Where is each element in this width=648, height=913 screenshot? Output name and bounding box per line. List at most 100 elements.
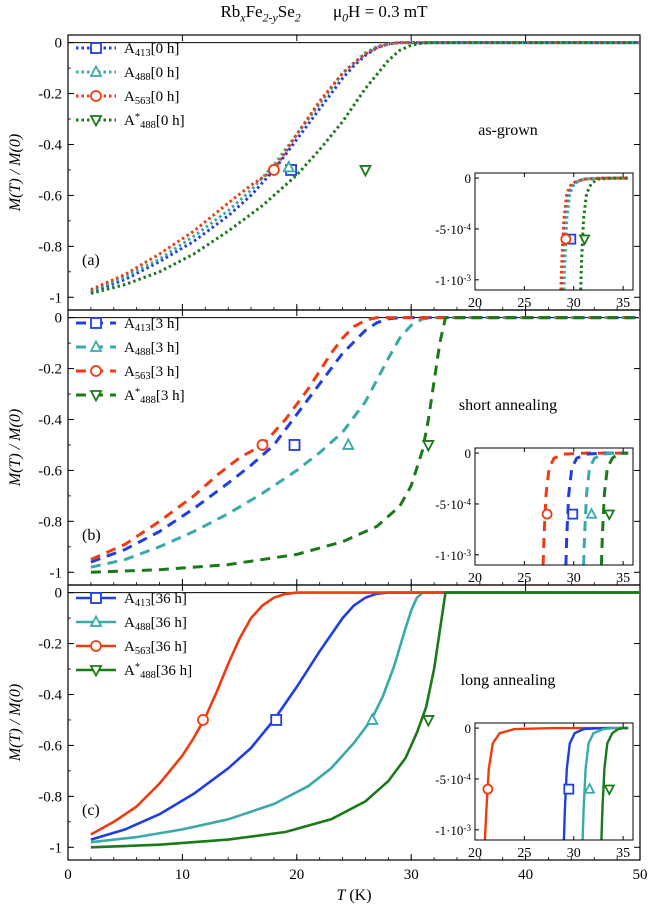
legend-label-3: A*488[3 h] xyxy=(124,387,185,406)
series-line-3 xyxy=(90,591,640,849)
legend-marker-0 xyxy=(90,592,102,604)
inset-y-tick-label: -1·10-3 xyxy=(435,273,471,288)
inset-curve-1 xyxy=(582,451,629,565)
y-tick-label: -0.2 xyxy=(38,87,62,103)
y-tick-label: -0.2 xyxy=(38,362,62,378)
y-tick-label: -1 xyxy=(50,565,63,581)
y-tick-label: -0.2 xyxy=(38,637,62,653)
legend-marker-1 xyxy=(89,64,103,77)
legend-label-0: A413[0 h] xyxy=(124,41,179,59)
series-line-1 xyxy=(90,316,640,569)
legend-label-1: A488[36 h] xyxy=(124,615,187,633)
series-line-2 xyxy=(90,316,640,561)
inset-marker-3 xyxy=(578,234,591,247)
y-tick-label: -0.4 xyxy=(38,687,62,703)
inset-x-tick-label: 35 xyxy=(616,296,630,311)
plot-frame xyxy=(67,584,641,861)
inset-x-tick-label: 30 xyxy=(567,571,581,586)
y-tick-label: -0.4 xyxy=(38,412,62,428)
y-axis-label: M(T) / M(0) xyxy=(7,409,24,487)
series-marker-2 xyxy=(197,714,209,726)
inset-curve-3 xyxy=(599,451,629,565)
series-marker-3 xyxy=(358,165,372,178)
inset-x-tick-label: 25 xyxy=(517,846,531,861)
inset-x-tick-label: 35 xyxy=(616,846,630,861)
legend-label-2: A563[3 h] xyxy=(124,364,179,382)
legend-label-3: A*488[0 h] xyxy=(124,112,185,131)
y-tick-label: -1 xyxy=(50,290,63,306)
legend-marker-3 xyxy=(89,390,103,403)
inset-frame xyxy=(474,172,634,291)
y-tick-label: -0.6 xyxy=(38,463,62,479)
series-line-1 xyxy=(90,591,640,844)
series-marker-1 xyxy=(341,437,355,450)
inset-marker-3 xyxy=(603,509,616,522)
inset-curve-2 xyxy=(483,726,629,840)
legend-label-0: A413[3 h] xyxy=(124,316,179,334)
legend-marker-0 xyxy=(90,317,102,329)
series-line-0 xyxy=(90,41,640,294)
y-tick-label: 0 xyxy=(55,311,63,327)
panel-label: (b) xyxy=(82,527,101,544)
y-tick-label: -0.8 xyxy=(38,239,62,255)
panel-label: (c) xyxy=(82,802,100,819)
series-marker-0 xyxy=(270,714,283,726)
inset-y-tick-label: -1·10-3 xyxy=(435,823,471,838)
inset-marker-1 xyxy=(585,507,598,519)
panel-annotation: long annealing xyxy=(461,672,556,689)
legend-label-3: A*488[36 h] xyxy=(124,662,192,681)
legend-label-1: A488[0 h] xyxy=(124,65,179,83)
y-tick-label: -0.8 xyxy=(38,514,62,530)
figure-title: RbxFe2-ySe2 μ0H = 0.3 mT xyxy=(0,2,648,25)
panel-annotation: short annealing xyxy=(459,397,557,414)
inset-x-tick-label: 20 xyxy=(468,571,482,586)
y-tick-label: -0.6 xyxy=(38,738,62,754)
x-tick-label: 50 xyxy=(633,867,648,883)
inset-frame xyxy=(474,722,634,841)
series-line-3 xyxy=(90,41,640,295)
series-marker-0 xyxy=(288,439,301,451)
inset-curves xyxy=(541,451,629,565)
inset-marker-1 xyxy=(583,782,596,794)
inset-y-tick-label: 0 xyxy=(465,171,472,186)
panel-b: 0 -0.2 -0.4 -0.6 -0.8 -1 M(T) / M(0) A413[3 h] A… xyxy=(7,309,641,586)
inset-curve-3 xyxy=(579,176,629,290)
inset-x-tick-label: 30 xyxy=(567,296,581,311)
inset-x-tick-label: 35 xyxy=(616,571,630,586)
inset-marker-3 xyxy=(603,784,616,797)
y-axis-label: M(T) / M(0) xyxy=(7,684,24,762)
y-tick-label: 0 xyxy=(55,586,63,602)
inset-curve-2 xyxy=(541,451,629,565)
inset-curve-0 xyxy=(562,726,629,840)
inset-x-tick-label: 30 xyxy=(567,846,581,861)
y-tick-label: -0.6 xyxy=(38,188,62,204)
inset-x-tick-label: 25 xyxy=(517,296,531,311)
legend-label-0: A413[36 h] xyxy=(124,591,187,609)
series-marker-1 xyxy=(365,712,379,725)
legend-marker-3 xyxy=(89,115,103,128)
inset-marker-2 xyxy=(541,508,553,520)
legend-label-2: A563[0 h] xyxy=(124,89,179,107)
x-tick-label: 20 xyxy=(289,867,304,883)
series-marker-1 xyxy=(282,159,296,173)
panel-c: 0-0.2-0.4-0.6-0.8-10 10 20 30 40 50T (K)M(T) … xyxy=(7,584,648,904)
y-tick-label: -1 xyxy=(50,840,63,856)
series-marker-3 xyxy=(421,715,435,728)
inset-curves xyxy=(483,726,629,840)
inset-y-tick-label: 0 xyxy=(465,446,472,461)
x-tick-label: 30 xyxy=(404,867,419,883)
inset: 20 25 30 35 0 -5·10-4 -1·10-3 xyxy=(435,721,634,861)
legend-marker-3 xyxy=(89,665,103,678)
legend-marker-2 xyxy=(90,640,102,652)
legend-label-2: A563[36 h] xyxy=(124,639,187,657)
series-line-3 xyxy=(90,316,640,574)
inset-background xyxy=(475,173,633,290)
inset-y-tick-label: 0 xyxy=(465,721,472,736)
series-line-0 xyxy=(90,591,640,841)
series-marker-3 xyxy=(421,440,435,453)
legend: A413[36 h] A488[36 h] A563[36 h] A*488[36 h… xyxy=(76,591,192,681)
panel-a: 0-0.2-0.4-0.6-0.8-1M(T) / M(0)A413[0 h]A… xyxy=(7,34,641,311)
curves xyxy=(90,591,640,849)
legend: A413[0 h] A488[0 h] A563[0 h] A*488[0 h] xyxy=(76,41,185,131)
